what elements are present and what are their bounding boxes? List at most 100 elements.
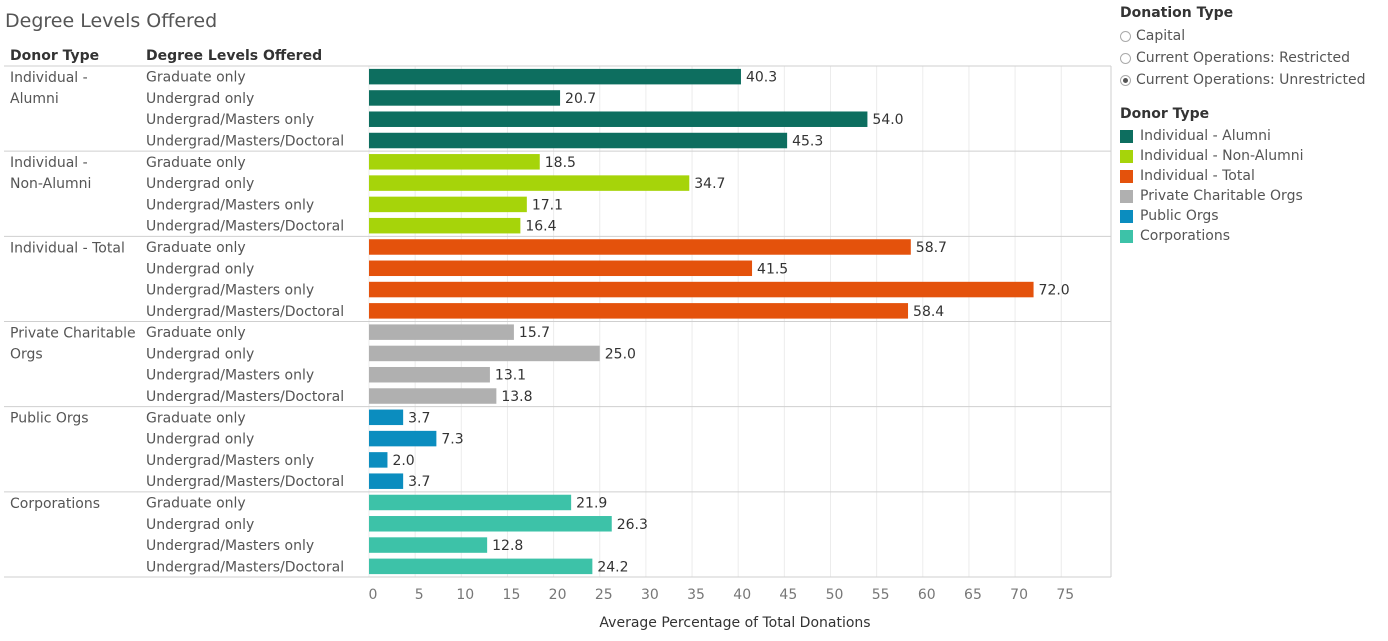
data-label: 13.8 (501, 389, 532, 405)
donor-type-label: Private Charitable (10, 326, 136, 342)
bar (369, 90, 561, 106)
bar (369, 196, 527, 213)
bar (369, 473, 404, 489)
degree-level-label: Undergrad/Masters/Doctoral (146, 304, 344, 320)
data-label: 54.0 (872, 112, 903, 128)
data-label: 13.1 (495, 368, 526, 384)
degree-level-label: Undergrad only (146, 517, 254, 533)
donor-type-legend: Donor Type Individual - Alumni Individua… (1120, 106, 1304, 246)
legend-label: Corporations (1140, 228, 1230, 244)
donor-type-label: Corporations (10, 496, 100, 512)
degree-level-label: Undergrad only (146, 261, 254, 277)
bar (369, 260, 753, 277)
legend-item-corporations: Corporations (1120, 226, 1304, 246)
donation-type-option-unrestricted[interactable]: Current Operations: Unrestricted (1120, 69, 1365, 91)
bar (369, 303, 909, 319)
degree-level-label: Undergrad only (146, 176, 254, 192)
x-tick-label: 45 (779, 587, 797, 603)
donor-type-label: Non-Alumni (10, 176, 91, 192)
degree-level-label: Undergrad only (146, 91, 254, 107)
page-title: Degree Levels Offered (5, 10, 218, 32)
degree-level-label: Undergrad/Masters/Doctoral (146, 559, 344, 575)
donor-type-label: Individual - (10, 155, 88, 171)
degree-level-label: Undergrad/Masters only (146, 197, 314, 213)
degree-level-label: Undergrad/Masters/Doctoral (146, 474, 344, 490)
data-label: 26.3 (617, 517, 648, 533)
x-tick-label: 30 (641, 587, 659, 603)
degree-level-label: Undergrad/Masters/Doctoral (146, 219, 344, 235)
degree-level-label: Graduate only (146, 325, 246, 341)
x-tick-label: 65 (964, 587, 982, 603)
degree-level-label: Graduate only (146, 70, 246, 86)
legend-label: Public Orgs (1140, 208, 1219, 224)
x-tick-label: 5 (415, 587, 424, 603)
legend-item-private-charitable: Private Charitable Orgs (1120, 186, 1304, 206)
legend-item-non-alumni: Individual - Non-Alumni (1120, 146, 1304, 166)
bar (369, 281, 1034, 298)
data-label: 25.0 (605, 346, 636, 362)
legend-swatch (1120, 129, 1133, 143)
degree-level-label: Undergrad/Masters only (146, 368, 314, 384)
data-label: 16.4 (525, 219, 556, 235)
bar (369, 239, 911, 255)
degree-level-label: Graduate only (146, 155, 246, 171)
legend-item-alumni: Individual - Alumni (1120, 126, 1304, 146)
data-label: 45.3 (792, 134, 823, 150)
data-label: 15.7 (519, 325, 550, 341)
degree-levels-header: Degree Levels Offered (146, 48, 323, 64)
bar (369, 324, 514, 340)
donor-type-label: Individual - Total (10, 240, 125, 256)
legend-label: Individual - Alumni (1140, 128, 1271, 144)
degree-level-label: Graduate only (146, 495, 246, 511)
bar (369, 388, 497, 404)
radio-icon (1120, 52, 1131, 64)
bar (369, 558, 593, 575)
bar (369, 175, 690, 191)
option-label: Current Operations: Restricted (1136, 50, 1350, 66)
legend-swatch (1120, 189, 1133, 203)
degree-level-label: Undergrad/Masters/Doctoral (146, 389, 344, 405)
degree-level-label: Graduate only (146, 240, 246, 256)
x-tick-label: 55 (872, 587, 890, 603)
degree-level-label: Undergrad/Masters/Doctoral (146, 134, 344, 150)
x-tick-label: 20 (549, 587, 567, 603)
donor-type-label: Public Orgs (10, 411, 89, 427)
legend-swatch (1120, 209, 1133, 223)
data-label: 18.5 (545, 155, 576, 171)
data-label: 3.7 (408, 474, 430, 490)
bar-chart: Individual - Alumni Graduate only 40.3 Under… (4, 65, 1112, 631)
bar (369, 345, 600, 362)
legend-item-public-orgs: Public Orgs (1120, 206, 1304, 226)
bar (369, 217, 521, 234)
bar (369, 132, 788, 149)
data-label: 3.7 (408, 410, 430, 426)
x-tick-label: 50 (826, 587, 844, 603)
x-tick-label: 70 (1010, 587, 1028, 603)
data-label: 24.2 (597, 559, 628, 575)
bar (369, 494, 572, 511)
radio-icon (1120, 30, 1131, 42)
donation-type-filter: Donation Type Capital Current Operations… (1120, 5, 1365, 91)
bar (369, 154, 540, 170)
degree-level-label: Undergrad/Masters only (146, 112, 314, 128)
donation-type-option-capital[interactable]: Capital (1120, 25, 1365, 47)
degree-level-label: Undergrad/Masters only (146, 283, 314, 299)
donor-type-label: Orgs (10, 347, 43, 363)
x-tick-label: 75 (1056, 587, 1074, 603)
degree-level-label: Undergrad/Masters only (146, 453, 314, 469)
bar (369, 452, 388, 468)
x-tick-label: 15 (503, 587, 521, 603)
donor-type-label: Individual - (10, 70, 88, 86)
bar (369, 516, 612, 532)
data-label: 2.0 (392, 453, 414, 469)
legend-title: Donor Type (1120, 106, 1210, 122)
data-label: 12.8 (492, 538, 523, 554)
option-label: Current Operations: Unrestricted (1136, 72, 1366, 88)
data-label: 58.7 (916, 240, 947, 256)
x-tick-label: 40 (733, 587, 751, 603)
bar (369, 537, 488, 553)
data-label: 34.7 (694, 176, 725, 192)
donation-type-option-restricted[interactable]: Current Operations: Restricted (1120, 47, 1365, 69)
bar (369, 430, 437, 447)
donor-type-label: Alumni (10, 91, 59, 107)
